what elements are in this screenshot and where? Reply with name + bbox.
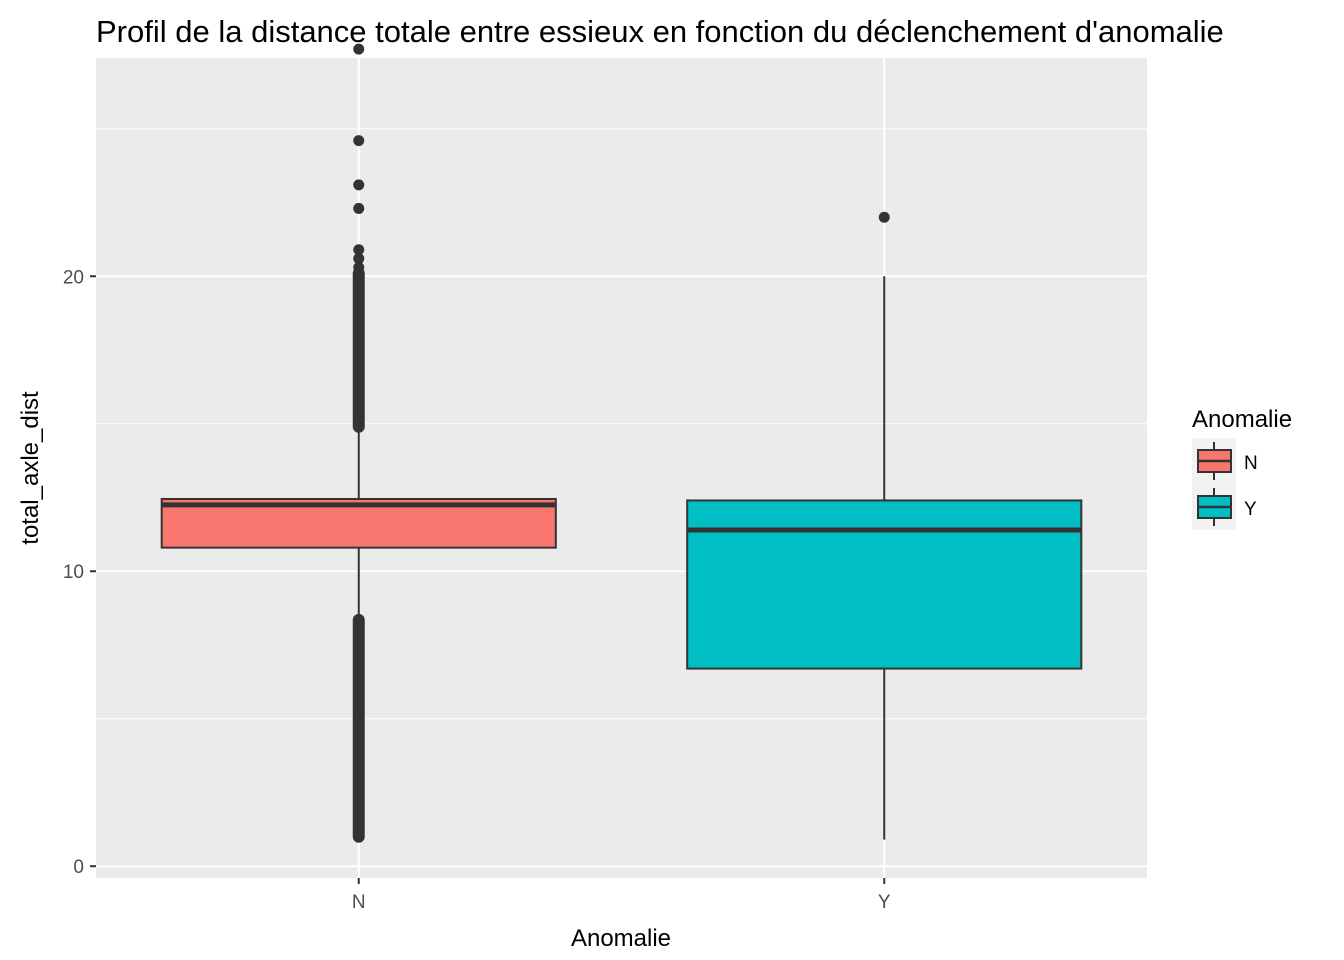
outlier-point — [353, 261, 365, 273]
box-body — [686, 499, 1083, 670]
axes: 0 10 20 N Y — [63, 267, 891, 913]
x-axis-label: Anomalie — [571, 925, 671, 952]
x-tick-label: N — [352, 892, 366, 913]
plot-panel — [96, 58, 1147, 878]
legend-label: Y — [1244, 499, 1257, 520]
outlier-point — [353, 253, 365, 265]
legend-item-Y: Y — [1192, 484, 1257, 530]
outlier-point — [878, 211, 890, 223]
boxes — [160, 43, 1083, 843]
chart-title: Profil de la distance totale entre essie… — [96, 14, 1224, 49]
box-Y — [686, 211, 1083, 840]
legend-label: N — [1244, 453, 1258, 474]
legend: Anomalie NY — [1192, 406, 1292, 530]
outlier-point — [353, 202, 365, 214]
x-tick-label: Y — [878, 892, 891, 913]
y-tick-label: 20 — [63, 267, 84, 288]
outlier-point — [353, 135, 365, 147]
legend-keys: NY — [1192, 438, 1258, 530]
box-N — [160, 43, 557, 843]
outlier-point — [353, 43, 365, 55]
outlier-point — [353, 179, 365, 191]
outlier-point — [353, 244, 365, 256]
outlier-band — [352, 267, 365, 433]
outlier-band — [352, 613, 365, 843]
y-axis-label: total_axle_dist — [17, 391, 44, 545]
legend-title: Anomalie — [1192, 406, 1292, 433]
y-tick-label: 10 — [63, 562, 84, 583]
y-tick-label: 0 — [73, 857, 84, 878]
legend-item-N: N — [1192, 438, 1258, 484]
